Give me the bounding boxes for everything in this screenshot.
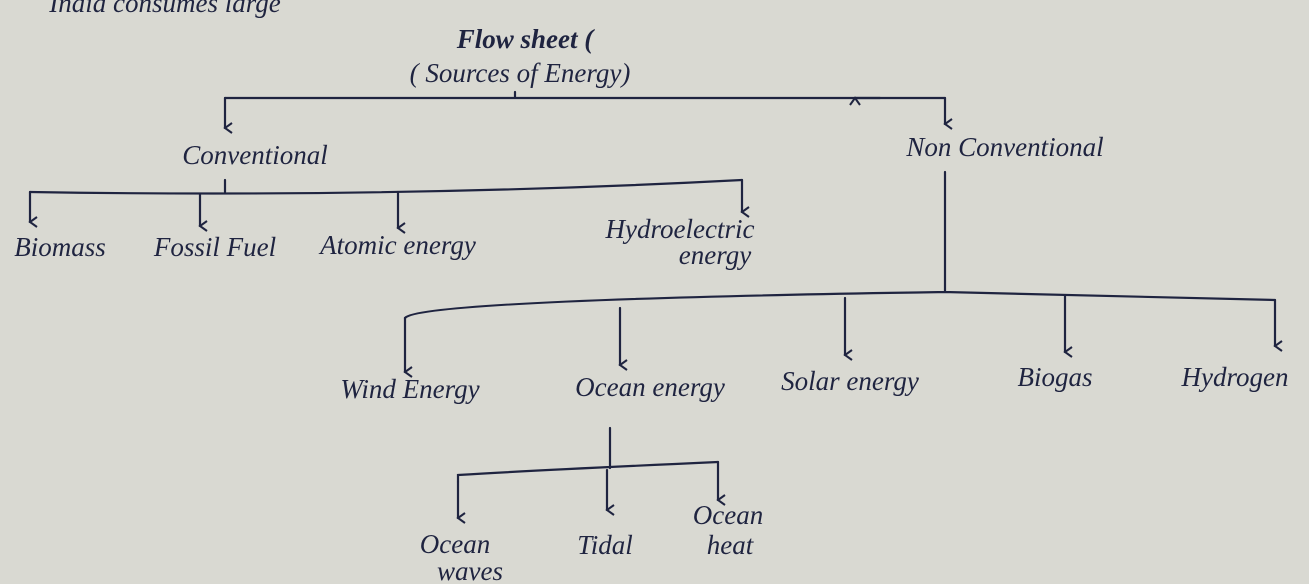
- node-label: Conventional: [182, 140, 327, 170]
- node-label: Ocean energy: [575, 372, 725, 402]
- node-label: heat: [707, 530, 755, 560]
- node-label: Ocean: [420, 529, 490, 559]
- node-label: Biomass: [14, 232, 106, 262]
- node-label: Tidal: [577, 530, 633, 560]
- node-label: Biogas: [1017, 362, 1092, 392]
- node-label: energy: [679, 240, 751, 270]
- diagram: India consumes large Flow sheet ( ( Sour…: [0, 0, 1309, 584]
- node-label: Ocean: [693, 500, 763, 530]
- header-text: India consumes large: [48, 0, 280, 18]
- node-label: waves: [437, 556, 503, 584]
- node-label: Wind Energy: [340, 374, 479, 404]
- node-label: Hydrogen: [1181, 362, 1289, 392]
- node-label: Atomic energy: [318, 230, 476, 260]
- title-line: ( Sources of Energy): [410, 58, 631, 88]
- title-line: Flow sheet (: [456, 24, 596, 54]
- paper: [0, 0, 1309, 584]
- node-label: Fossil Fuel: [153, 232, 276, 262]
- node-label: Non Conventional: [905, 132, 1103, 162]
- node-label: Solar energy: [781, 366, 919, 396]
